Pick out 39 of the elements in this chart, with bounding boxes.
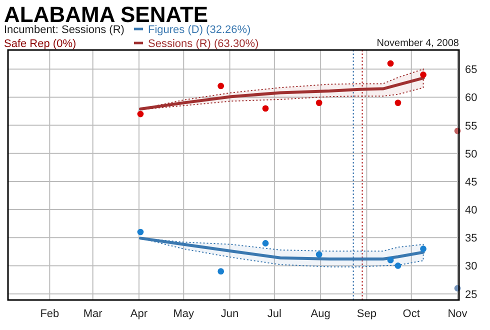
legend-label: Sessions (R) (63.30%) — [148, 38, 259, 50]
legend-label: Figures (D) (32.26%) — [148, 24, 251, 36]
point — [218, 82, 224, 90]
point — [387, 60, 394, 67]
point — [262, 240, 269, 246]
y-tick-label: 35 — [465, 232, 478, 245]
point — [316, 100, 322, 106]
line-series — [138, 236, 425, 260]
x-tick-label: Oct — [402, 308, 420, 320]
point — [394, 262, 402, 269]
chart-subtitle: Incumbent: Sessions (R) — [4, 24, 124, 36]
y-tick-label: 45 — [465, 176, 478, 188]
x-tick-label: Sep — [356, 308, 377, 320]
point — [262, 105, 269, 112]
x-tick-label: Apr — [130, 308, 148, 320]
y-tick-label: 25 — [465, 288, 478, 301]
x-tick-label: Jul — [267, 308, 282, 320]
text: November 4, 2008 — [376, 38, 460, 49]
y-tick-label: 30 — [465, 260, 478, 273]
point — [387, 256, 394, 264]
annotation: Safe Rep (0%) — [4, 38, 76, 50]
point — [420, 72, 426, 78]
x-tick-label: Mar — [83, 308, 103, 320]
point — [316, 251, 322, 258]
point — [420, 246, 426, 252]
x-tick-label: Jun — [220, 308, 239, 320]
x-tick-label: Feb — [40, 308, 60, 320]
x-tick-label: Nov — [448, 308, 468, 320]
point — [218, 268, 224, 275]
y-tick-label: 60 — [465, 92, 478, 104]
y-tick-label: 40 — [465, 204, 478, 217]
y-tick-label: 65 — [465, 64, 478, 76]
point — [394, 100, 402, 106]
x-tick-label: Aug — [310, 308, 330, 320]
y-tick-label: 50 — [465, 148, 478, 160]
point — [137, 110, 144, 118]
y-tick-label: 55 — [465, 120, 478, 132]
point — [137, 228, 144, 236]
x-tick-label: May — [173, 308, 195, 320]
